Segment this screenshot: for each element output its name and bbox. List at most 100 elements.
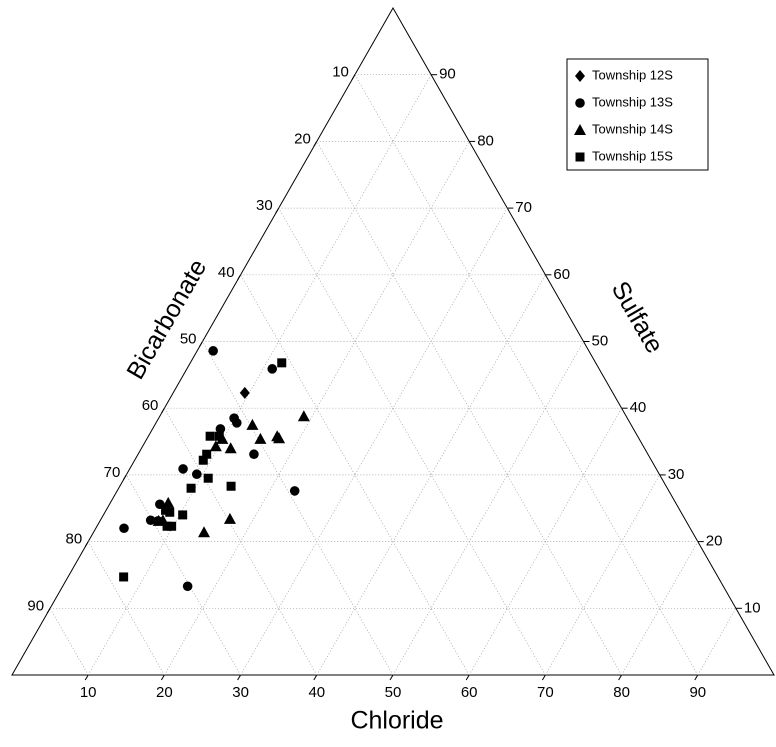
marker-circle: [208, 346, 218, 356]
tick-mark: [389, 674, 394, 681]
right-tick-label: 50: [592, 332, 609, 349]
legend-label: Township 14S: [592, 121, 673, 136]
right-tick-label: 60: [553, 266, 570, 283]
left-tick-label: 50: [180, 330, 197, 347]
marker-square: [198, 455, 208, 465]
grid-line: [49, 608, 89, 676]
marker-circle: [231, 418, 242, 428]
right-tick-label: 80: [477, 132, 494, 149]
marker-triangle: [224, 442, 237, 454]
marker-circle: [575, 98, 585, 108]
tick-mark: [313, 141, 318, 147]
bottom-tick-label: 20: [156, 684, 173, 701]
left-tick-label: 60: [142, 397, 159, 414]
grid-line: [316, 141, 622, 676]
tick-mark: [122, 474, 127, 481]
marker-diamond: [575, 70, 585, 82]
bottom-tick-label: 50: [385, 684, 402, 701]
legend-box: [566, 58, 709, 171]
right-tick-label: 10: [744, 599, 761, 616]
legend-label: Township 13S: [592, 94, 673, 109]
bottom-tick-label: 10: [80, 684, 97, 701]
grid-line: [164, 141, 470, 676]
tick-mark: [618, 674, 623, 681]
right-axis-title: Sulfate: [606, 277, 669, 358]
marker-triangle: [297, 410, 310, 422]
left-tick-label: 20: [294, 130, 311, 147]
marker-triangle: [574, 124, 586, 135]
marker-circle: [182, 581, 193, 592]
left-tick-label: 10: [332, 64, 349, 81]
tick-mark: [84, 541, 89, 547]
tick-mark: [275, 207, 280, 214]
grid-line: [202, 341, 394, 676]
right-tick-label: 20: [706, 533, 723, 550]
left-axis-title: Bicarbonate: [121, 255, 212, 385]
tick-mark: [84, 674, 89, 681]
marker-square: [226, 481, 236, 491]
bottom-tick-label: 40: [308, 684, 325, 701]
grid-line: [354, 74, 699, 676]
marker-square: [214, 431, 224, 441]
marker-circle: [249, 449, 259, 460]
marker-square: [162, 521, 172, 531]
tick-mark: [694, 674, 699, 681]
marker-triangle: [162, 496, 175, 508]
right-tick-label: 40: [630, 399, 647, 416]
marker-circle: [215, 424, 226, 434]
tick-mark: [160, 407, 165, 414]
marker-triangle: [152, 514, 165, 526]
marker-circle: [191, 469, 202, 480]
tick-mark: [160, 674, 165, 681]
right-tick-label: 70: [515, 199, 532, 216]
bottom-tick-label: 60: [461, 684, 478, 701]
bottom-tick-label: 90: [689, 684, 706, 701]
left-tick-label: 40: [218, 264, 235, 281]
marker-square: [165, 507, 175, 517]
bottom-tick-label: 80: [613, 684, 630, 701]
legend-label: Township 12S: [592, 67, 673, 82]
grid-line: [392, 341, 584, 676]
legend-label: Township 15S: [592, 148, 673, 163]
tick-mark: [541, 674, 546, 681]
left-tick-label: 30: [256, 197, 273, 214]
tick-mark: [313, 674, 318, 681]
marker-diamond: [239, 386, 250, 399]
marker-circle: [267, 364, 278, 374]
grid-line: [697, 608, 737, 676]
marker-triangle: [223, 512, 236, 524]
marker-circle: [119, 523, 129, 534]
grid-line: [164, 408, 318, 676]
marker-square: [575, 152, 585, 162]
marker-circle: [145, 515, 156, 526]
marker-triangle: [209, 440, 222, 452]
tick-mark: [199, 341, 203, 347]
tick-mark: [465, 674, 470, 681]
bottom-tick-label: 30: [232, 684, 249, 701]
bottom-axis-title: Chloride: [350, 707, 443, 735]
marker-square: [277, 358, 287, 368]
grid-line: [87, 74, 432, 676]
grid-line: [278, 207, 546, 676]
marker-square: [186, 483, 196, 493]
left-tick-label: 70: [104, 464, 121, 481]
left-tick-label: 90: [27, 597, 44, 614]
right-tick-label: 90: [439, 66, 456, 83]
marker-square: [178, 510, 188, 520]
tick-mark: [237, 274, 242, 281]
marker-triangle: [254, 432, 267, 444]
marker-triangle: [273, 432, 286, 444]
grid-line: [545, 474, 661, 676]
grid-line: [125, 474, 241, 676]
marker-square: [202, 449, 212, 459]
marker-triangle: [246, 418, 259, 430]
marker-square: [203, 473, 213, 483]
bottom-tick-label: 70: [537, 684, 554, 701]
right-tick-label: 30: [668, 466, 685, 483]
marker-square: [205, 431, 215, 441]
tick-mark: [237, 674, 242, 681]
tick-mark: [351, 74, 356, 80]
marker-circle: [178, 464, 188, 474]
